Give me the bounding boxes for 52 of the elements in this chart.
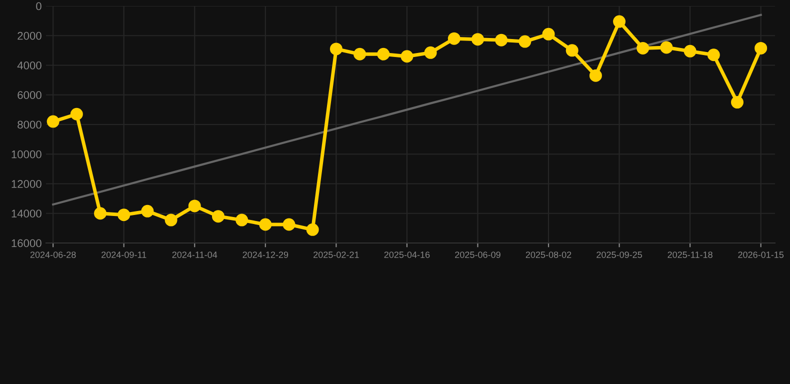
point xyxy=(660,41,673,54)
point xyxy=(188,200,201,212)
x-tick-label: 2025-08-02 xyxy=(526,252,572,258)
point xyxy=(448,32,460,45)
point xyxy=(282,218,296,231)
point xyxy=(354,48,366,60)
line-series xyxy=(52,14,762,206)
y-tick-label: 4000 xyxy=(17,62,42,70)
point xyxy=(141,204,154,218)
y-tick-label: 10000 xyxy=(12,150,42,158)
point xyxy=(754,42,768,54)
point xyxy=(424,46,437,59)
y-tick-label: 8000 xyxy=(18,120,42,129)
x-tick-label: 2025-06-09 xyxy=(455,252,500,258)
x-tick-label: 2025-02-21 xyxy=(314,252,359,258)
point xyxy=(589,69,602,82)
point xyxy=(684,44,696,58)
point xyxy=(94,207,107,220)
y-tick-label: 6000 xyxy=(18,91,42,100)
point xyxy=(118,208,130,222)
point xyxy=(566,44,578,57)
point xyxy=(306,223,319,236)
point xyxy=(542,28,555,40)
point xyxy=(731,96,744,109)
y-tick-label: 2000 xyxy=(18,32,42,40)
point xyxy=(330,42,342,56)
x-tick-label: 2024-06-28 xyxy=(30,252,76,258)
x-tick-label: 2024-09-11 xyxy=(102,252,146,258)
point xyxy=(636,42,650,54)
point xyxy=(377,48,390,60)
y-tick-label: 0 xyxy=(36,2,42,10)
point xyxy=(70,108,83,120)
point xyxy=(613,15,626,28)
point xyxy=(707,48,720,62)
point xyxy=(212,210,224,223)
y-tick-label: 12000 xyxy=(12,180,42,188)
point xyxy=(471,33,484,46)
point xyxy=(236,214,248,226)
y-tick-label: 16000 xyxy=(12,239,42,248)
y-tick-label: 14000 xyxy=(12,210,42,218)
x-tick-label: 2025-09-25 xyxy=(596,252,642,258)
x-tick-label: 2026-01-15 xyxy=(738,252,784,258)
point xyxy=(164,214,178,226)
x-tick-label: 2024-12-29 xyxy=(242,252,288,258)
point xyxy=(518,35,532,48)
x-tick-label: 2024-11-04 xyxy=(172,252,218,258)
point xyxy=(46,115,60,128)
point xyxy=(400,50,414,63)
x-tick-label: 2025-11-18 xyxy=(668,252,712,258)
x-tick-label: 2025-04-16 xyxy=(384,252,430,258)
point xyxy=(259,218,272,231)
point xyxy=(495,34,508,46)
